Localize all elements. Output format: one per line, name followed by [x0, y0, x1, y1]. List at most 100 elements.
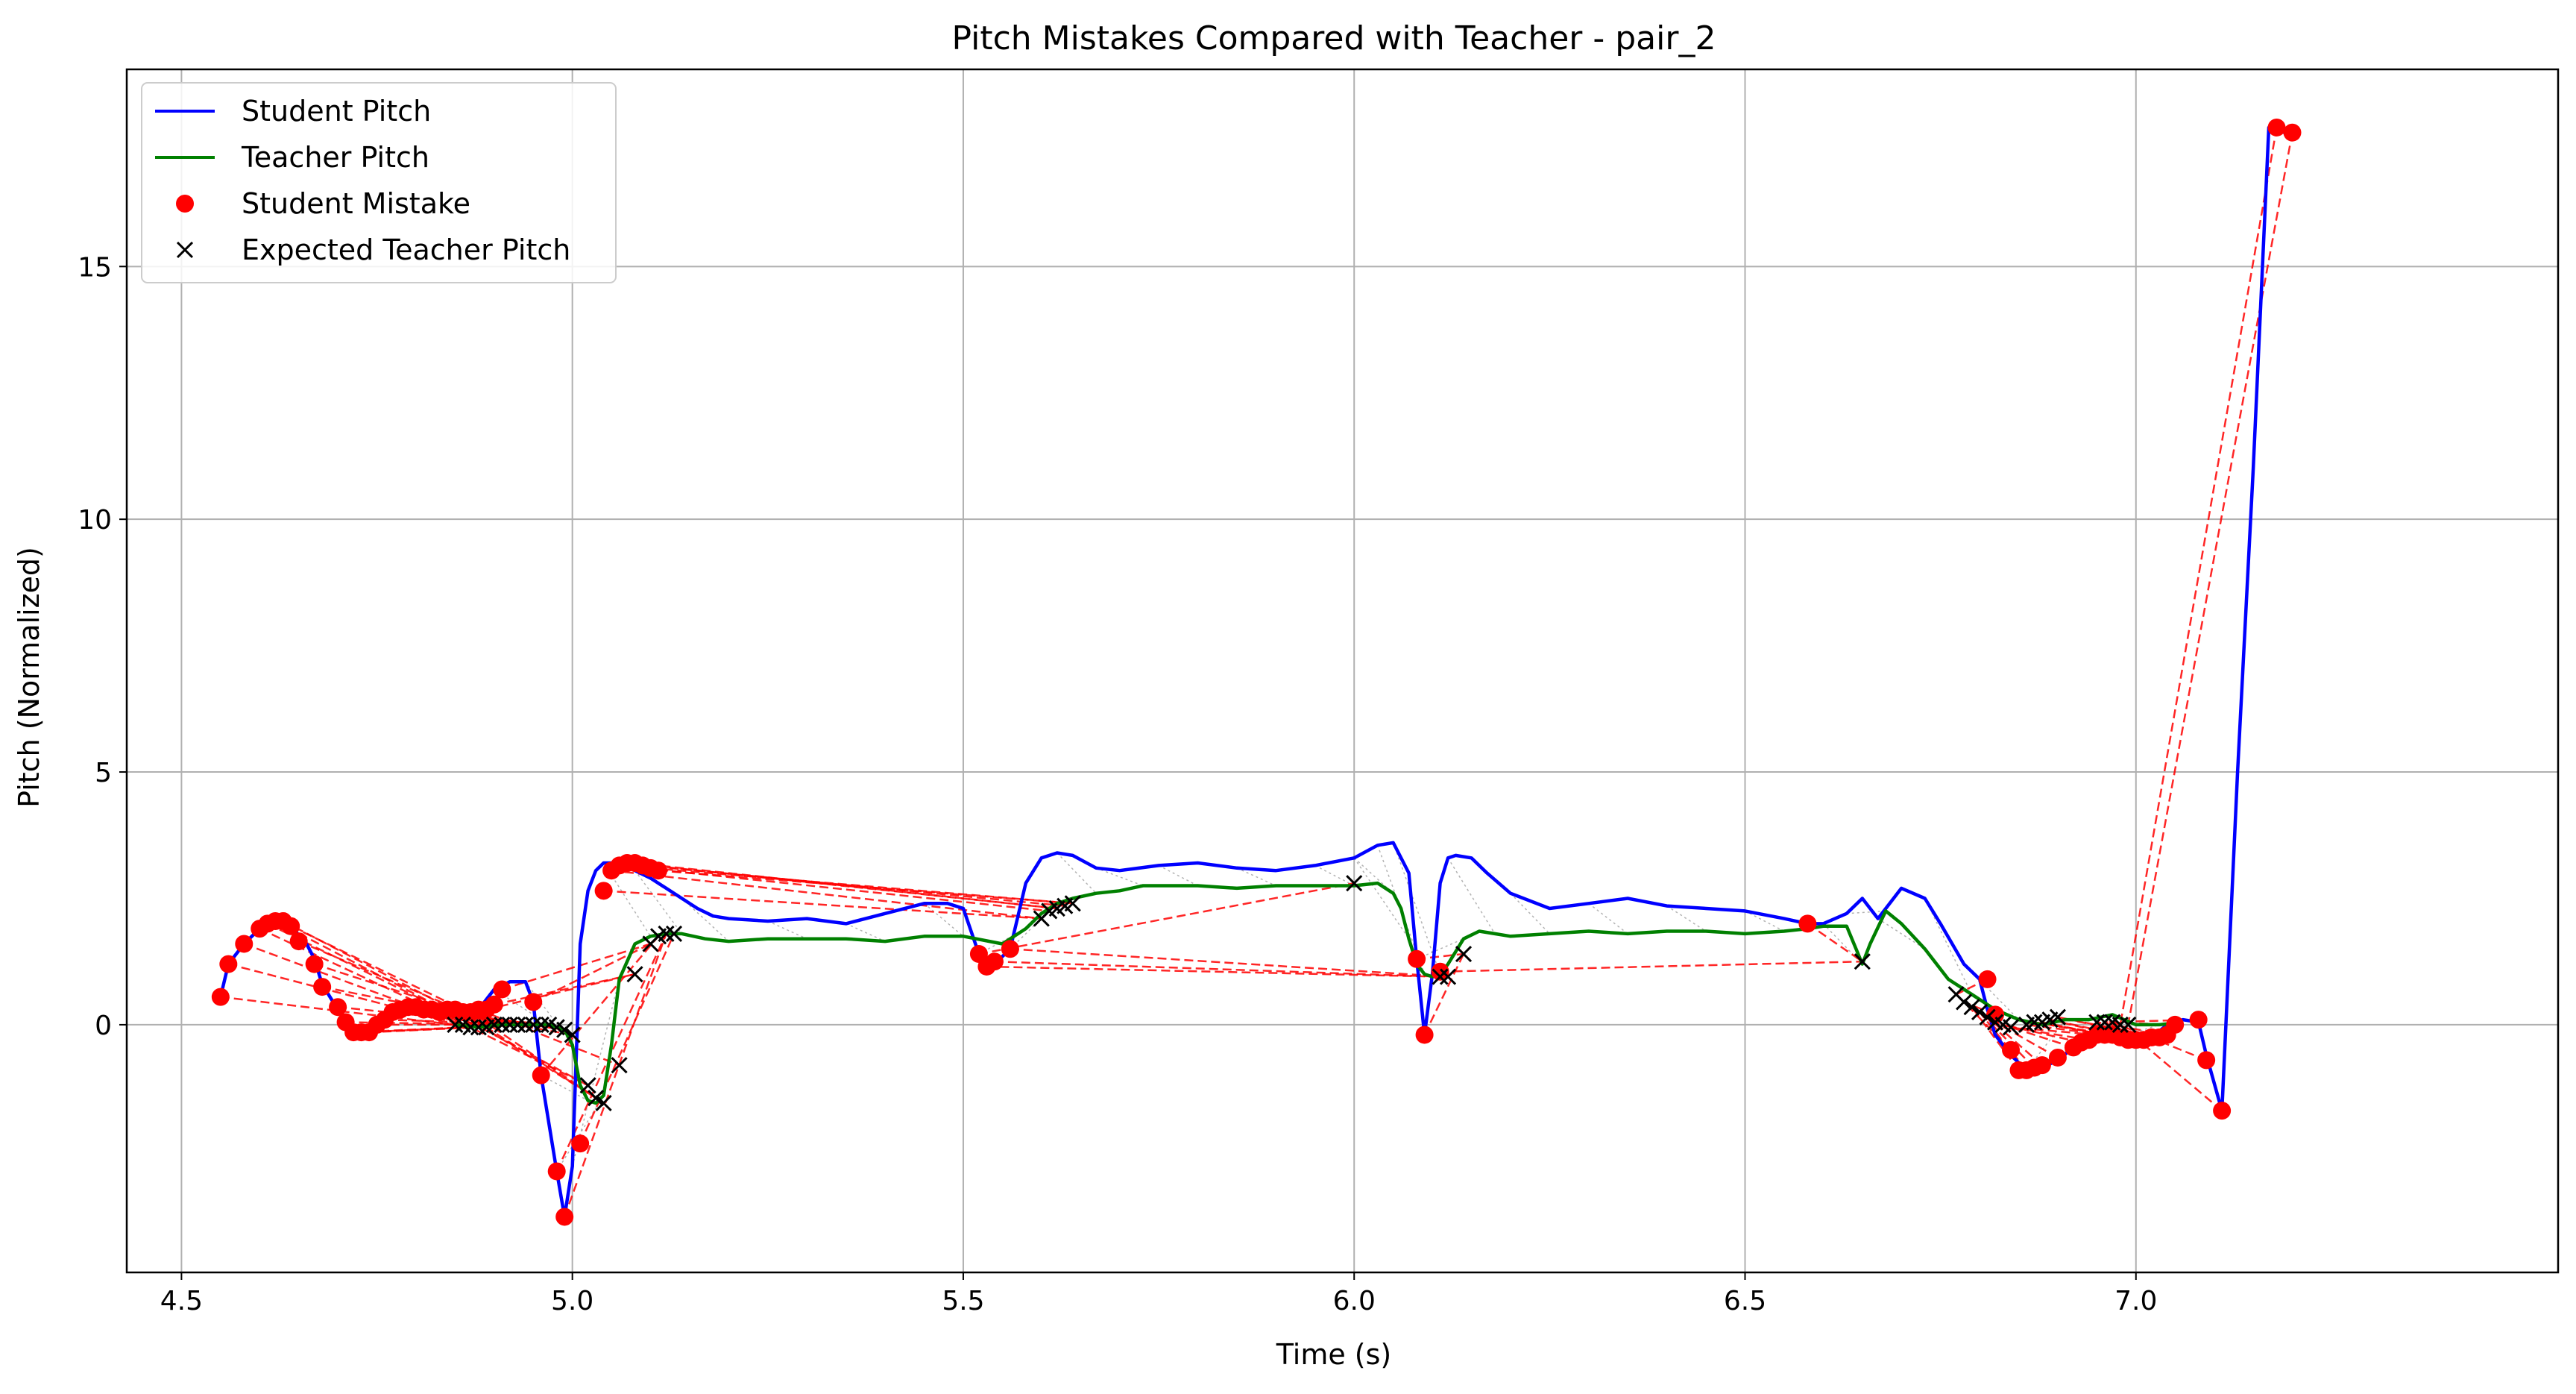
student-mistake-point — [2267, 118, 2286, 136]
expected-teacher-point — [1455, 945, 1473, 963]
alignment-line — [1236, 867, 1276, 887]
student-mistake-point — [1001, 940, 1019, 958]
mistake-link-line — [454, 1008, 596, 1099]
expected-teacher-point — [1979, 1008, 1996, 1026]
expected-teacher-point — [2096, 1014, 2113, 1031]
expected-teacher-point — [517, 1016, 534, 1033]
expected-teacher-point — [1064, 895, 1081, 912]
expected-teacher-point — [1439, 968, 1457, 985]
mistake-link-line — [1440, 960, 1862, 973]
expected-teacher-point — [2049, 1008, 2066, 1026]
legend-teacher-label: Teacher Pitch — [241, 141, 429, 174]
expected-teacher-point — [588, 1090, 605, 1107]
mistake-link-lines — [220, 127, 2293, 1217]
mistake-link-line — [611, 869, 1042, 920]
alignment-line — [1745, 910, 1785, 932]
alignment-line — [924, 902, 964, 937]
alignment-line — [1095, 867, 1144, 887]
expected-teacher-point — [1971, 1003, 1988, 1021]
student-mistake-point — [1978, 970, 1997, 988]
mistake-link-line — [494, 973, 635, 1006]
student-mistake-point — [555, 1208, 574, 1226]
x-tick-label: 6.0 — [1333, 1286, 1376, 1316]
student-mistake-point — [305, 955, 324, 973]
mistake-link-line — [1010, 948, 1449, 978]
expected-teacher-point — [532, 1016, 549, 1033]
mistake-link-line — [478, 1008, 620, 1067]
plot-frame — [125, 68, 2560, 1274]
expected-teacher-point — [1346, 875, 1363, 892]
student-mistake-point — [532, 1066, 550, 1084]
mistake-link-line — [978, 882, 1355, 955]
y-tick-label: 15 — [78, 252, 112, 283]
legend-mistake-label: Student Mistake — [242, 187, 470, 220]
mistake-link-line — [634, 861, 1057, 910]
alignment-line — [1588, 902, 1628, 935]
student-mistake-point — [1408, 949, 1426, 968]
expected-teacher-point — [462, 1019, 479, 1036]
x-axis-label: Time (s) — [1276, 1338, 1392, 1371]
marker-layer — [211, 118, 2302, 1226]
alignment-line — [1416, 938, 1464, 960]
alignment-line — [1510, 893, 1550, 935]
student-mistake-point — [594, 882, 613, 900]
mistake-link-line — [642, 864, 1065, 907]
expected-teacher-point — [509, 1016, 526, 1033]
student-mistake-point — [2166, 1015, 2185, 1034]
student-mistake-point — [571, 1134, 590, 1153]
chart-title: Pitch Mistakes Compared with Teacher - p… — [952, 19, 1716, 57]
student-mistake-point — [1415, 1026, 1434, 1044]
expected-teacher-point — [564, 1026, 581, 1043]
x-tick-label: 5.0 — [551, 1286, 593, 1316]
alignment-line — [1822, 923, 1863, 965]
x-tick-label: 6.5 — [1724, 1286, 1766, 1316]
expected-teacher-point — [579, 1077, 596, 1094]
expected-teacher-point — [556, 1021, 573, 1038]
expected-teacher-point — [525, 1016, 542, 1033]
expected-teacher-point — [470, 1019, 487, 1036]
alignment-line — [1353, 857, 1410, 940]
expected-teacher-point — [1854, 953, 1871, 970]
alignment-line — [1924, 898, 1973, 995]
mistake-link-line — [1807, 923, 1863, 963]
expected-teacher-point — [1963, 999, 1980, 1016]
mistake-link-line — [2127, 132, 2293, 1026]
student-mistake-point — [219, 955, 238, 973]
expected-teacher-point — [494, 1016, 511, 1033]
alignment-line — [1314, 864, 1355, 887]
student-mistake-point — [2189, 1011, 2208, 1029]
mistake-link-line — [431, 1008, 573, 1036]
mistake-link-line — [650, 867, 1073, 905]
expected-teacher-point — [501, 1016, 518, 1033]
expected-teacher-point — [2026, 1014, 2043, 1031]
expected-teacher-point — [665, 925, 683, 942]
student-mistake-point — [547, 1162, 566, 1181]
alignment-line — [556, 1095, 605, 1172]
student-mistake-point — [313, 978, 332, 996]
mistake-link-line — [501, 943, 651, 990]
alignment-line — [978, 928, 1027, 955]
expected-teacher-point — [2088, 1014, 2106, 1031]
x-tick-label: 7.0 — [2114, 1286, 2157, 1316]
alignment-line — [602, 862, 652, 937]
mistake-link-line — [994, 960, 1440, 978]
expected-teacher-point — [611, 1057, 628, 1074]
expected-teacher-point — [658, 925, 675, 942]
mistake-link-line — [2119, 127, 2278, 1026]
alignment-line — [541, 1075, 589, 1102]
expected-teacher-point — [1956, 993, 1973, 1011]
alignment-line — [1846, 910, 1886, 914]
mistake-link-line — [1986, 1016, 2043, 1067]
mistake-link-line — [658, 869, 1073, 905]
student-mistake-point — [2002, 1040, 2021, 1059]
legend-student-label: Student Pitch — [242, 95, 431, 128]
expected-teacher-point — [447, 1016, 464, 1033]
alignment-line — [845, 923, 886, 942]
legend-box — [141, 82, 617, 283]
expected-teacher-point — [1432, 968, 1449, 985]
mistake-link-line — [486, 973, 635, 1011]
mistake-link-line — [423, 1008, 565, 1031]
mistake-link-line — [1423, 953, 1465, 1036]
mistake-link-line — [1963, 1001, 2012, 1051]
